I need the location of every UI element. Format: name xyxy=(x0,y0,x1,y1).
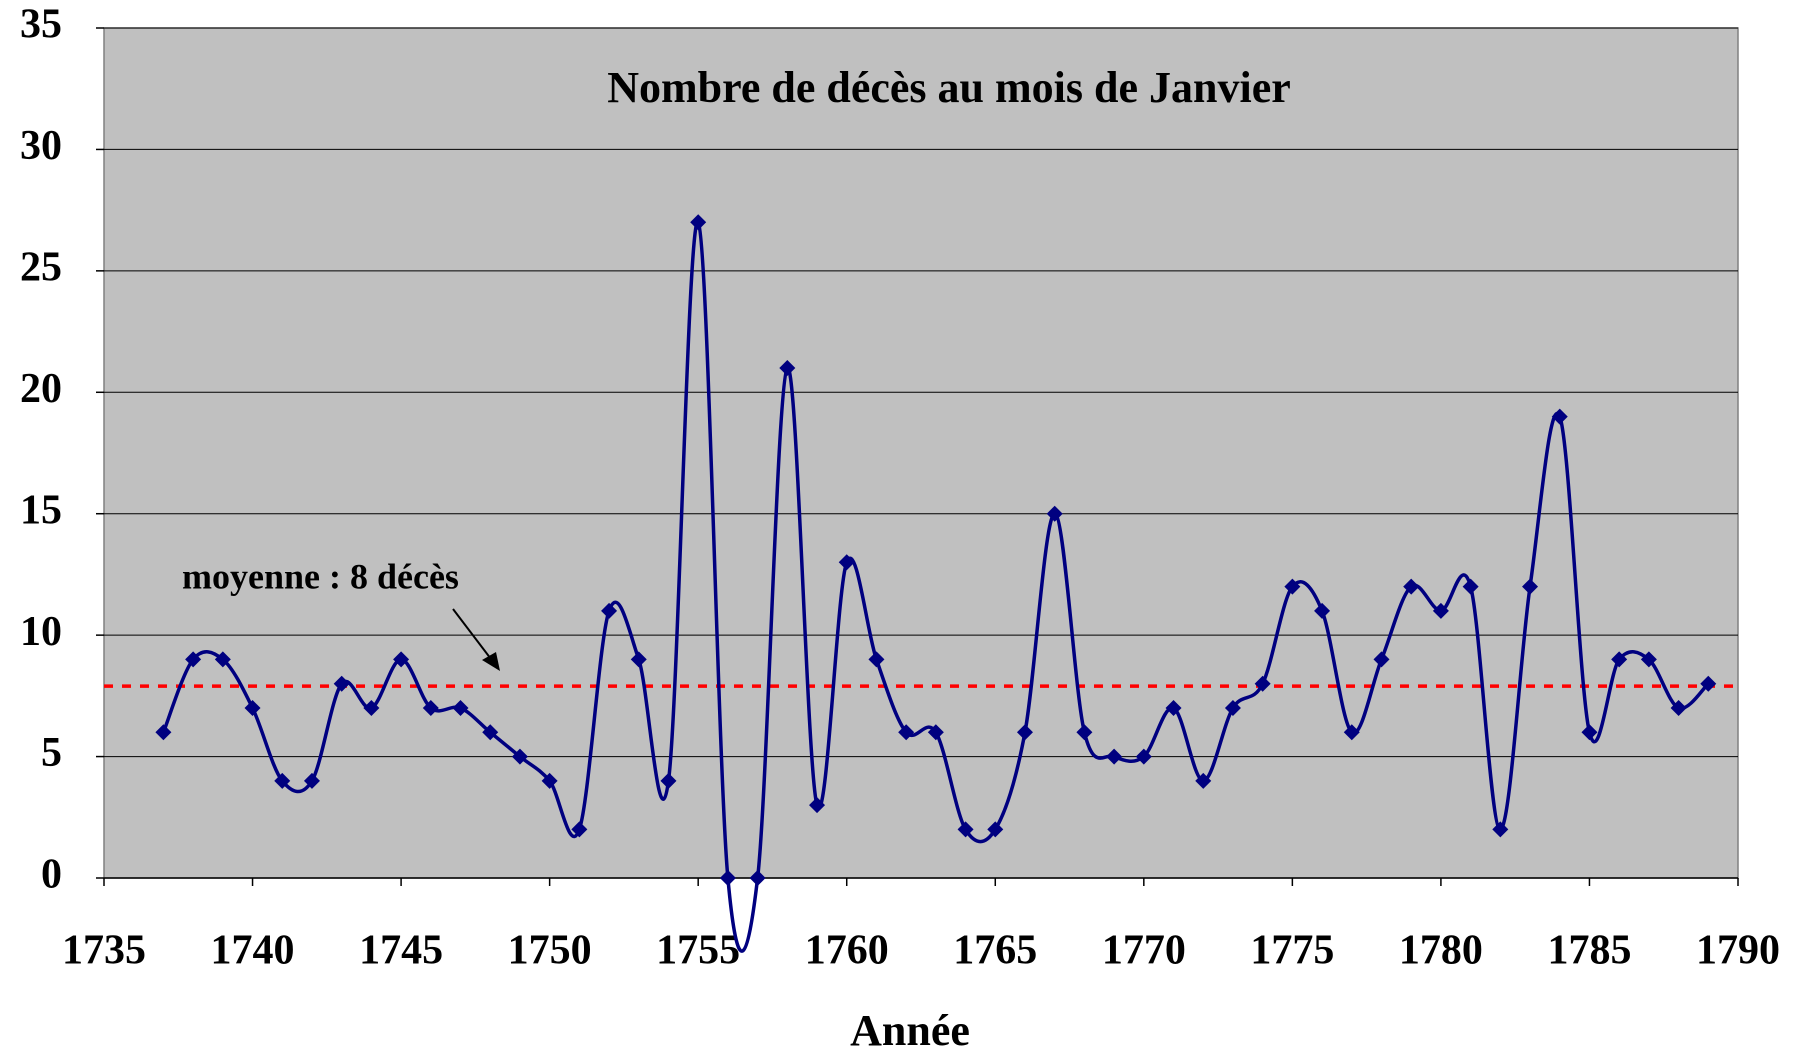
x-tick-label: 1780 xyxy=(1399,928,1483,974)
data-point xyxy=(838,554,855,571)
data-point xyxy=(719,870,736,886)
x-tick-label: 1775 xyxy=(1250,928,1334,974)
data-point xyxy=(511,748,528,765)
data-point xyxy=(1373,651,1390,668)
data-point xyxy=(1195,772,1212,789)
data-point xyxy=(1581,724,1598,741)
data-point xyxy=(1551,408,1568,425)
data-point xyxy=(1462,578,1479,595)
data-point xyxy=(868,651,885,668)
y-tick-label: 20 xyxy=(20,366,62,412)
data-point xyxy=(274,772,291,789)
data-point xyxy=(630,651,647,668)
data-point xyxy=(1165,700,1182,716)
data-point xyxy=(690,214,707,231)
data-point xyxy=(452,700,469,716)
data-point xyxy=(779,360,796,376)
y-tick-label: 5 xyxy=(41,730,62,776)
data-point xyxy=(1640,651,1657,668)
x-tick-label: 1790 xyxy=(1696,928,1780,974)
y-tick-label: 0 xyxy=(41,852,62,898)
annotation: moyenne : 8 décès xyxy=(182,556,459,596)
data-point xyxy=(333,675,350,692)
y-tick-label: 25 xyxy=(20,244,62,290)
data-point xyxy=(1670,700,1687,716)
data-point xyxy=(1403,578,1420,595)
y-tick-label: 35 xyxy=(20,2,62,48)
data-point xyxy=(1046,505,1063,522)
data-point xyxy=(1611,651,1628,668)
data-point xyxy=(363,700,380,716)
x-tick-label: 1770 xyxy=(1102,928,1186,974)
data-point xyxy=(571,821,588,838)
data-point xyxy=(809,797,826,814)
x-tick-label: 1750 xyxy=(508,928,592,974)
data-point xyxy=(541,772,558,789)
data-point xyxy=(422,700,439,716)
data-point xyxy=(1016,724,1033,741)
data-point xyxy=(1284,578,1301,595)
y-tick-label: 30 xyxy=(20,123,62,169)
data-point xyxy=(601,602,618,619)
x-tick-label: 1755 xyxy=(656,928,740,974)
x-axis-label: Année xyxy=(850,1006,970,1051)
data-point xyxy=(1492,821,1509,838)
data-point xyxy=(303,772,320,789)
data-point xyxy=(1224,700,1241,716)
y-tick-label: 10 xyxy=(20,609,62,655)
data-point xyxy=(898,724,915,741)
data-point xyxy=(927,724,944,741)
arrow-head xyxy=(482,652,500,671)
plot-area xyxy=(103,27,1739,879)
data-point xyxy=(1106,748,1123,765)
data-point xyxy=(1432,602,1449,619)
data-point xyxy=(1135,748,1152,765)
x-tick-label: 1765 xyxy=(953,928,1037,974)
x-tick-label: 1785 xyxy=(1547,928,1631,974)
data-point xyxy=(749,870,766,886)
data-point xyxy=(185,651,202,668)
data-point xyxy=(660,772,677,789)
chart-title: Nombre de décès au mois de Janvier xyxy=(607,63,1291,112)
data-point xyxy=(214,651,231,668)
y-tick-label: 15 xyxy=(20,487,62,533)
data-point xyxy=(987,821,1004,838)
data-point xyxy=(1343,724,1360,741)
x-tick-label: 1760 xyxy=(805,928,889,974)
data-point xyxy=(1076,724,1093,741)
x-tick-label: 1740 xyxy=(211,928,295,974)
data-point xyxy=(957,821,974,838)
annotation-arrow xyxy=(452,608,495,664)
x-tick-label: 1735 xyxy=(62,928,146,974)
data-point xyxy=(393,651,410,668)
data-point xyxy=(155,724,172,741)
data-point xyxy=(1522,578,1539,595)
data-point xyxy=(482,724,499,741)
data-point xyxy=(1700,675,1717,692)
data-point xyxy=(1254,675,1271,692)
x-tick-label: 1745 xyxy=(359,928,443,974)
data-point xyxy=(1314,602,1331,619)
data-point xyxy=(244,700,261,716)
